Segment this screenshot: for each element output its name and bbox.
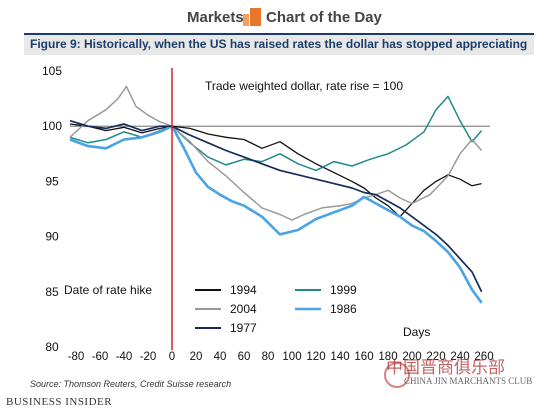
watermark-text: 中国晋商俱乐部 xyxy=(386,358,505,378)
x-tick-label: 100 xyxy=(282,351,301,363)
x-tick-label: -20 xyxy=(140,351,157,363)
legend-label-1999: 1999 xyxy=(330,283,357,297)
x-tick-label: 20 xyxy=(190,351,203,363)
x-tick-label: 140 xyxy=(330,351,349,363)
watermark-subtext: CHINA JIN MARCHANTS CLUB xyxy=(404,376,533,386)
legend-label-1977: 1977 xyxy=(230,321,257,335)
x-tick-label: 220 xyxy=(426,351,445,363)
x-tick-label: 240 xyxy=(450,351,469,363)
x-tick-label: 60 xyxy=(238,351,251,363)
x-tick-label: 200 xyxy=(402,351,421,363)
watermark-logo-icon xyxy=(384,362,410,388)
figure-title-bar: Figure 9: Historically, when the US has … xyxy=(24,33,534,55)
figure-title: Figure 9: Historically, when the US has … xyxy=(30,37,528,51)
y-tick-label: 105 xyxy=(42,64,62,78)
y-tick-label: 80 xyxy=(45,340,59,354)
bar-chart-logo-icon xyxy=(243,8,261,26)
chart-header: Markets Chart of the Day xyxy=(0,0,550,30)
y-tick-label: 95 xyxy=(45,174,59,188)
chart-annotation: Trade weighted dollar, rate rise = 100 xyxy=(205,79,403,93)
publisher-logo: BUSINESS INSIDER xyxy=(6,396,113,408)
legend-label-2004: 2004 xyxy=(230,302,257,316)
legend-label-1986: 1986 xyxy=(330,302,357,316)
series-line-1994 xyxy=(69,123,482,218)
y-tick-label: 100 xyxy=(42,119,62,133)
legend-label-1994: 1994 xyxy=(230,283,257,297)
source-note: Source: Thomson Reuters, Credit Suisse r… xyxy=(30,379,232,389)
x-tick-label: -40 xyxy=(116,351,133,363)
series-line-2004 xyxy=(69,85,483,221)
x-tick-label: 180 xyxy=(378,351,397,363)
line-chart: 80 85 90 95 100 105 -80 -60 -40 -20 0 20 40 60 80 100 12… xyxy=(42,64,494,363)
series-line-1986 xyxy=(69,124,483,304)
series-line-1999 xyxy=(69,95,483,172)
x-tick-label: 260 xyxy=(474,351,493,363)
x-tick-label: 80 xyxy=(262,351,275,363)
x-tick-label: 160 xyxy=(354,351,373,363)
series-line-1977 xyxy=(69,119,483,293)
rate-hike-label: Date of rate hike xyxy=(64,283,152,297)
x-axis-label: Days xyxy=(403,325,430,339)
x-tick-label: 40 xyxy=(214,351,227,363)
x-tick-label: -80 xyxy=(68,351,85,363)
y-tick-label: 90 xyxy=(45,230,59,244)
brand-chart-of-the-day-label: Chart of the Day xyxy=(266,9,382,26)
x-tick-label: 120 xyxy=(306,351,325,363)
brand-markets-label: Markets xyxy=(187,9,244,26)
x-tick-label: 0 xyxy=(169,351,175,363)
x-tick-label: -60 xyxy=(92,351,109,363)
y-tick-label: 85 xyxy=(45,285,59,299)
